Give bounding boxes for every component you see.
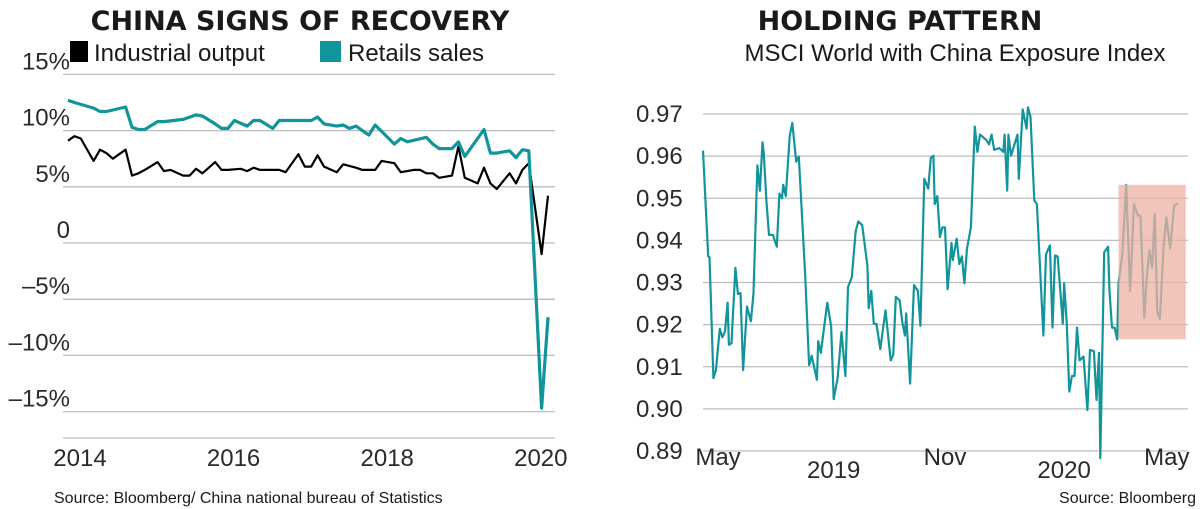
legend-label-retail: Retails sales (348, 40, 484, 67)
y-tick-label: 0.95 (636, 185, 683, 212)
series-line-msci (701, 106, 1179, 460)
x-tick-label: 2020 (1037, 457, 1090, 484)
x-tick-label: Nov (924, 444, 967, 471)
right-chart-title: HOLDING PATTERN (758, 6, 1043, 37)
left-chart-title: CHINA SIGNS OF RECOVERY (91, 6, 510, 37)
x-tick-label: 2014 (53, 445, 106, 472)
y-tick-label: 0.93 (636, 270, 683, 297)
y-tick-label: 0.91 (636, 354, 683, 381)
right-y-ticks: 0.97 0.96 0.95 0.94 0.93 0.92 0.91 0.90 0.89 (636, 101, 683, 465)
y-tick-label: 0.96 (636, 143, 683, 170)
y-tick-label: 0.92 (636, 312, 683, 339)
y-tick-label: 15% (22, 48, 70, 75)
x-tick-label: 2019 (807, 457, 860, 484)
x-tick-label: May (1144, 444, 1189, 471)
y-tick-label: –15% (9, 386, 70, 413)
y-tick-label: 0.97 (636, 101, 683, 128)
right-x-ticks: May 2019 Nov 2020 May (695, 444, 1189, 484)
y-tick-label: 0.94 (636, 227, 683, 254)
right-chart-subtitle: MSCI World with China Exposure Index (744, 40, 1165, 67)
series-line-industrial-output (67, 135, 550, 256)
y-tick-label: 0.90 (636, 396, 683, 423)
y-tick-label: –10% (9, 329, 70, 356)
left-source: Source: Bloomberg/ China national bureau… (54, 490, 443, 507)
y-tick-label: –5% (22, 273, 70, 300)
right-gridlines (703, 113, 1188, 452)
right-chart: HOLDING PATTERN MSCI World with China Ex… (636, 6, 1196, 507)
y-tick-label: 0.89 (636, 438, 683, 465)
left-chart: CHINA SIGNS OF RECOVERY Industrial outpu… (9, 6, 568, 507)
left-series (67, 98, 550, 410)
legend-swatch-retail (320, 41, 341, 62)
y-tick-label: 10% (22, 105, 70, 132)
left-y-ticks: 15% 10% 5% 0 –5% –10% –15% (9, 48, 70, 412)
y-tick-label: 5% (35, 161, 70, 188)
legend-swatch-industrial (70, 41, 88, 62)
x-tick-label: 2020 (514, 445, 567, 472)
x-tick-label: May (695, 444, 740, 471)
right-series (701, 106, 1179, 460)
x-tick-label: 2018 (361, 445, 414, 472)
right-source: Source: Bloomberg (1059, 490, 1196, 507)
legend-label-industrial: Industrial output (94, 40, 265, 67)
left-x-ticks: 2014 2016 2018 2020 (53, 445, 567, 472)
highlight-box (1118, 184, 1186, 340)
series-line-retail-sales (67, 98, 550, 410)
y-tick-label: 0 (57, 217, 70, 244)
legend: Industrial output Retails sales (70, 40, 484, 67)
x-tick-label: 2016 (207, 445, 260, 472)
highlight-region (1118, 184, 1186, 340)
